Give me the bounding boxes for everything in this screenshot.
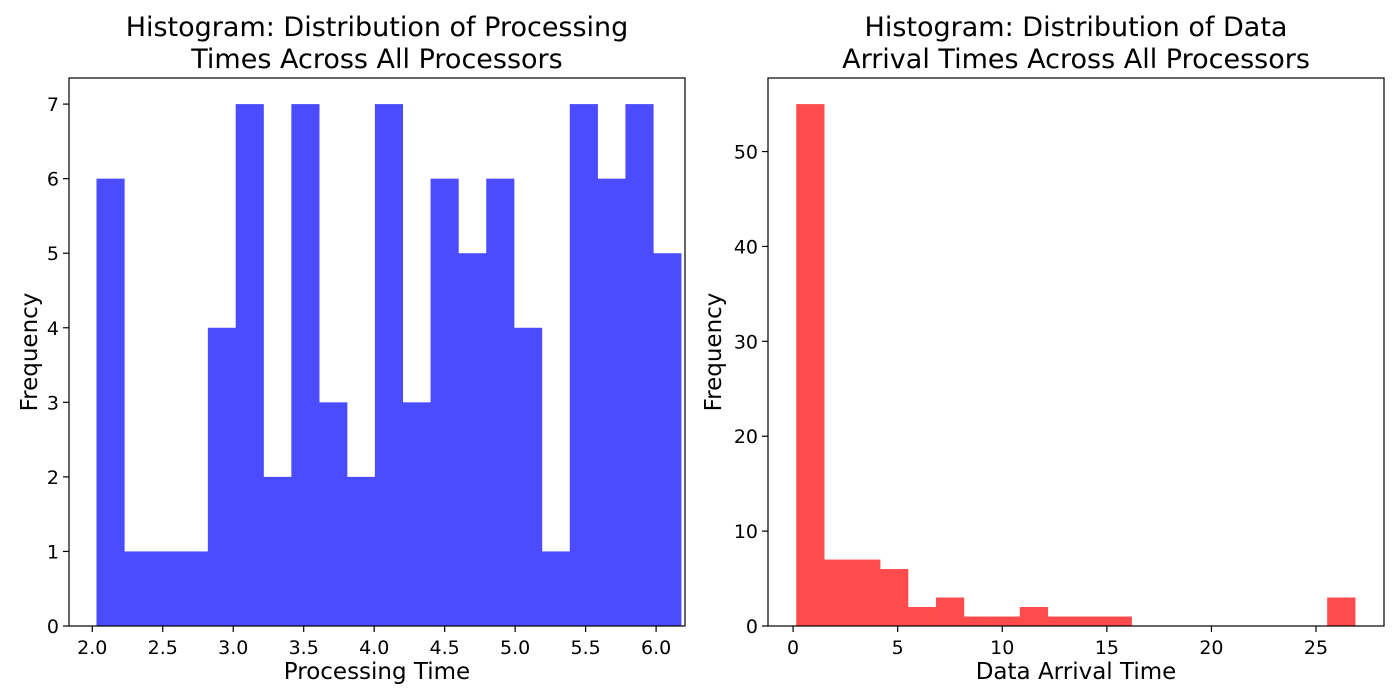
- x-tick-label: 25: [1304, 637, 1328, 659]
- histogram-bar: [124, 551, 153, 626]
- x-axis-ticks: 2.0 2.5 3.0 3.5 4.0 4.5 5.0 5.5 6.0: [77, 626, 671, 659]
- histogram-bar: [796, 104, 825, 627]
- histogram-bar: [880, 569, 909, 626]
- histogram-bar: [625, 104, 654, 627]
- processing-time-histogram: Histogram: Distribution of Processing Ti…: [17, 12, 686, 685]
- histogram-bars: [96, 104, 682, 627]
- y-axis-label: Frequency: [701, 293, 727, 412]
- chart-title-line-1: Histogram: Distribution of Processing: [126, 12, 629, 43]
- x-tick-label: 20: [1199, 637, 1223, 659]
- histogram-bar: [541, 551, 571, 626]
- plot-frame: [767, 77, 1385, 627]
- y-tick-label: 1: [47, 541, 59, 563]
- histogram-bar: [319, 402, 348, 626]
- y-tick-label: 10: [734, 521, 758, 543]
- x-tick-label: 3.5: [289, 637, 319, 659]
- histogram-bar: [374, 104, 404, 627]
- y-tick-label: 7: [47, 94, 59, 116]
- histogram-bar: [347, 476, 376, 626]
- y-axis-label: Frequency: [17, 293, 43, 412]
- histogram-bar: [486, 178, 515, 626]
- y-tick-label: 3: [47, 392, 59, 414]
- x-tick-label: 4.5: [430, 637, 460, 659]
- histogram-bar: [263, 476, 292, 626]
- y-tick-label: 50: [734, 142, 758, 164]
- histogram-bar: [514, 327, 543, 626]
- x-tick-label: 3.0: [218, 637, 248, 659]
- y-tick-label: 40: [734, 236, 758, 258]
- x-tick-label: 2.5: [148, 637, 178, 659]
- histogram-bar: [597, 178, 626, 626]
- y-tick-label: 20: [734, 426, 758, 448]
- histogram-bar: [991, 616, 1021, 626]
- histogram-bar: [458, 253, 487, 627]
- histogram-bar: [1075, 616, 1104, 626]
- x-tick-label: 15: [1095, 637, 1119, 659]
- histogram-bar: [569, 104, 598, 627]
- chart-title-line-2: Arrival Times Across All Processors: [842, 44, 1310, 75]
- y-tick-label: 4: [47, 318, 59, 340]
- histogram-bar: [1047, 616, 1076, 626]
- histogram-bar: [207, 327, 236, 626]
- histogram-bar: [180, 551, 209, 626]
- y-axis-ticks: 0 10 20 30 40 50: [734, 142, 768, 638]
- y-tick-label: 30: [734, 331, 758, 353]
- histogram-bar: [96, 178, 125, 626]
- x-tick-label: 5.5: [571, 637, 601, 659]
- chart-title-line-2: Times Across All Processors: [190, 44, 562, 75]
- histogram-bar: [824, 559, 853, 626]
- x-axis-label: Processing Time: [284, 659, 470, 685]
- histogram-bar: [908, 607, 937, 626]
- x-tick-label: 6.0: [641, 637, 671, 659]
- histogram-bar: [653, 253, 682, 627]
- histogram-bar: [935, 597, 965, 626]
- plot-frame: [68, 77, 686, 627]
- y-tick-label: 5: [47, 243, 59, 265]
- x-tick-label: 5: [892, 637, 904, 659]
- x-tick-label: 2.0: [77, 637, 107, 659]
- x-tick-label: 10: [990, 637, 1014, 659]
- histogram-bar: [852, 559, 881, 626]
- histogram-bar: [1327, 597, 1356, 626]
- y-tick-label: 0: [746, 616, 758, 638]
- data-arrival-time-histogram: Histogram: Distribution of Data Arrival …: [701, 12, 1385, 685]
- x-tick-label: 0: [787, 637, 799, 659]
- histogram-bar: [1019, 607, 1049, 626]
- y-tick-label: 0: [47, 616, 59, 638]
- x-axis-label: Data Arrival Time: [976, 659, 1177, 685]
- histogram-bar: [235, 104, 264, 627]
- histogram-bar: [152, 551, 181, 626]
- histogram-bars: [796, 104, 1356, 627]
- histogram-bar: [430, 178, 459, 626]
- x-tick-label: 5.0: [500, 637, 530, 659]
- chart-title-line-1: Histogram: Distribution of Data: [865, 12, 1288, 43]
- histogram-bar: [402, 402, 431, 626]
- histogram-bar: [963, 616, 993, 626]
- histogram-bar: [1103, 616, 1132, 626]
- x-axis-ticks: 0 5 10 15 20 25: [787, 626, 1328, 659]
- histogram-bar: [291, 104, 320, 627]
- y-tick-label: 2: [47, 467, 59, 489]
- y-axis-ticks: 0 1 2 3 4 5 6 7: [47, 94, 69, 638]
- x-tick-label: 4.0: [359, 637, 389, 659]
- y-tick-label: 6: [47, 169, 59, 191]
